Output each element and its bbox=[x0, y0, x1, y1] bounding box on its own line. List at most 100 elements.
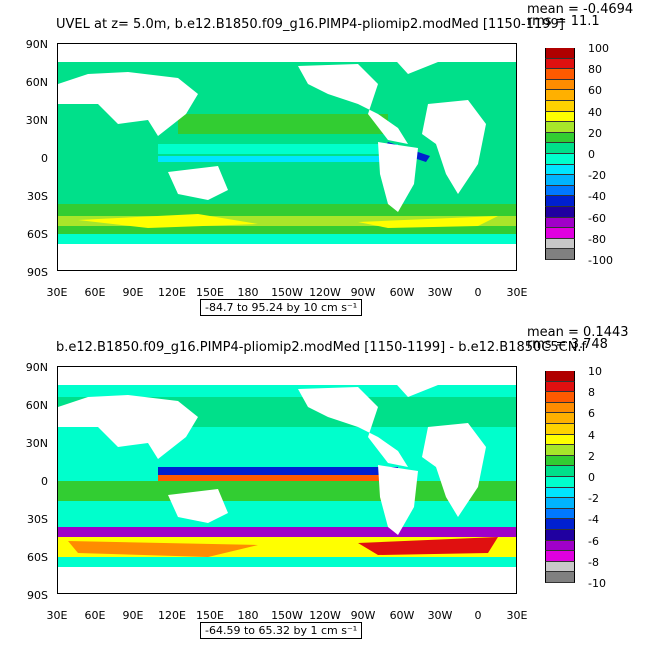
lat-tick: 30S bbox=[27, 190, 48, 203]
colorbar-swatch bbox=[545, 519, 575, 530]
colorbar-label: -40 bbox=[588, 190, 606, 204]
lon-tick: 30E bbox=[46, 609, 68, 622]
colorbar-label: 2 bbox=[588, 449, 595, 463]
lon-tick: 60W bbox=[389, 286, 415, 299]
map-panel-difference: b.e12.B1850.f09_g16.PIMP4-pliomip2.modMe… bbox=[0, 323, 647, 646]
colorbar-swatch bbox=[545, 122, 575, 133]
colorbar-label: 100 bbox=[588, 42, 609, 55]
colorbar-label: -60 bbox=[588, 211, 606, 225]
lat-tick: 90S bbox=[27, 266, 48, 279]
lon-tick: 150W bbox=[271, 286, 303, 299]
colorbar-label: -8 bbox=[588, 555, 599, 569]
colorbar-swatch bbox=[545, 413, 575, 424]
lon-tick: 60E bbox=[84, 609, 106, 622]
colorbar-swatch bbox=[545, 445, 575, 456]
lon-tick: 150E bbox=[196, 609, 224, 622]
lon-tick: 150W bbox=[271, 609, 303, 622]
lon-tick: 90E bbox=[122, 286, 144, 299]
lat-tick: 0 bbox=[41, 152, 48, 165]
colorbar-swatch bbox=[545, 48, 575, 59]
ocean-map bbox=[57, 366, 517, 594]
lat-tick: 90N bbox=[25, 361, 48, 374]
mean-value: mean = -0.4694 bbox=[527, 2, 634, 17]
colorbar-swatch bbox=[545, 164, 575, 176]
rms-value: rms = 11.1 bbox=[527, 14, 600, 29]
lon-tick: 30W bbox=[427, 609, 453, 622]
colorbar-swatch bbox=[545, 58, 575, 70]
lon-tick: 30E bbox=[506, 286, 528, 299]
colorbar-label: -2 bbox=[588, 492, 599, 506]
lon-tick: 120W bbox=[309, 286, 341, 299]
colorbar-label: 0 bbox=[588, 148, 595, 161]
ocean-map bbox=[57, 43, 517, 271]
lat-tick: 90N bbox=[25, 38, 48, 51]
colorbar-swatch bbox=[545, 143, 575, 154]
colorbar-swatch bbox=[545, 476, 575, 488]
colorbar-label: 60 bbox=[588, 84, 602, 98]
lat-tick: 30S bbox=[27, 513, 48, 526]
colorbar-swatch bbox=[545, 381, 575, 393]
panel-title: UVEL at z= 5.0m, b.e12.B1850.f09_g16.PIM… bbox=[56, 17, 564, 32]
colorbar-swatch bbox=[545, 498, 575, 509]
map-panel-uvel: UVEL at z= 5.0m, b.e12.B1850.f09_g16.PIM… bbox=[0, 0, 647, 323]
colorbar-swatch bbox=[545, 455, 575, 467]
colorbar-swatch bbox=[545, 249, 575, 260]
colorbar-label: -100 bbox=[588, 254, 613, 267]
colorbar-label: 40 bbox=[588, 105, 602, 119]
lat-tick: 60S bbox=[27, 228, 48, 241]
colorbar-label: -20 bbox=[588, 169, 606, 183]
colorbar bbox=[545, 48, 575, 260]
colorbar-swatch bbox=[545, 228, 575, 239]
contour-range-label: -84.7 to 95.24 by 10 cm s⁻¹ bbox=[200, 299, 363, 316]
colorbar-label: -80 bbox=[588, 232, 606, 246]
colorbar-swatch bbox=[545, 371, 575, 382]
colorbar-swatch bbox=[545, 238, 575, 250]
colorbar-swatch bbox=[545, 434, 575, 446]
lat-tick: 90S bbox=[27, 589, 48, 602]
contour-range-label: -64.59 to 65.32 by 1 cm s⁻¹ bbox=[200, 622, 363, 639]
lon-tick: 180 bbox=[237, 286, 259, 299]
colorbar-swatch bbox=[545, 487, 575, 499]
lon-tick: 60W bbox=[389, 609, 415, 622]
colorbar-swatch bbox=[545, 392, 575, 403]
lon-tick: 150E bbox=[196, 286, 224, 299]
lon-tick: 30W bbox=[427, 286, 453, 299]
lon-tick: 60E bbox=[84, 286, 106, 299]
colorbar-label: 10 bbox=[588, 365, 602, 378]
colorbar-swatch bbox=[545, 572, 575, 583]
colorbar-swatch bbox=[545, 100, 575, 112]
lat-tick: 0 bbox=[41, 475, 48, 488]
colorbar-swatch bbox=[545, 175, 575, 186]
lon-tick: 90W bbox=[350, 286, 376, 299]
colorbar-swatch bbox=[545, 217, 575, 229]
colorbar-label: 6 bbox=[588, 407, 595, 421]
mean-value: mean = 0.1443 bbox=[527, 325, 629, 340]
lat-tick: 30N bbox=[25, 114, 48, 127]
lon-tick: 90W bbox=[350, 609, 376, 622]
colorbar-swatch bbox=[545, 540, 575, 552]
colorbar-label: 80 bbox=[588, 63, 602, 77]
colorbar-label: 20 bbox=[588, 126, 602, 140]
colorbar-label: 8 bbox=[588, 386, 595, 400]
lon-tick: 0 bbox=[474, 286, 482, 299]
colorbar-label: 4 bbox=[588, 428, 595, 442]
lat-tick: 30N bbox=[25, 437, 48, 450]
colorbar-swatch bbox=[545, 561, 575, 573]
lon-tick: 180 bbox=[237, 609, 259, 622]
colorbar-swatch bbox=[545, 529, 575, 541]
colorbar-swatch bbox=[545, 206, 575, 218]
colorbar-swatch bbox=[545, 508, 575, 520]
colorbar-swatch bbox=[545, 466, 575, 477]
colorbar-label: -10 bbox=[588, 577, 606, 590]
colorbar-swatch bbox=[545, 551, 575, 562]
colorbar-label: -6 bbox=[588, 534, 599, 548]
colorbar-label: 0 bbox=[588, 471, 595, 484]
panel-title: b.e12.B1850.f09_g16.PIMP4-pliomip2.modMe… bbox=[56, 340, 587, 355]
colorbar-swatch bbox=[545, 132, 575, 144]
colorbar-swatch bbox=[545, 423, 575, 435]
colorbar-swatch bbox=[545, 90, 575, 101]
colorbar-swatch bbox=[545, 153, 575, 165]
lat-tick: 60N bbox=[25, 76, 48, 89]
lon-tick: 30E bbox=[46, 286, 68, 299]
lon-tick: 0 bbox=[474, 609, 482, 622]
